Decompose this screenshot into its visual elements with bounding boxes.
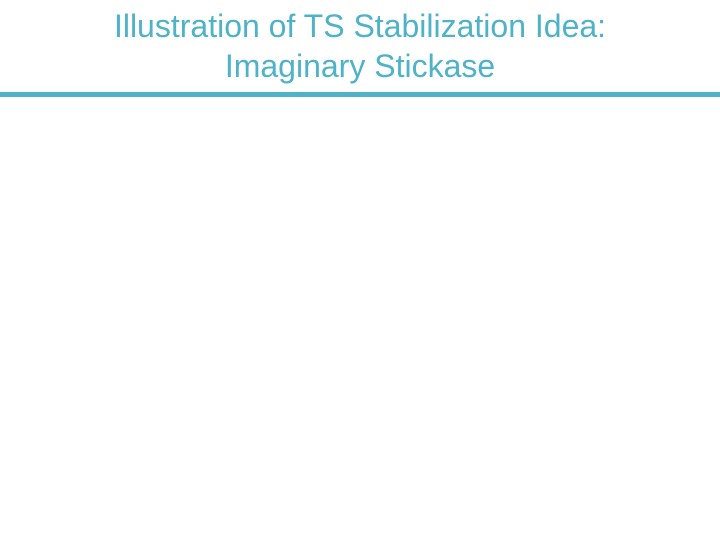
slide-title-line1: Illustration of TS Stabilization Idea: bbox=[0, 8, 720, 45]
title-underline bbox=[0, 92, 720, 97]
slide-title-line2: Imaginary Stickase bbox=[0, 48, 720, 85]
